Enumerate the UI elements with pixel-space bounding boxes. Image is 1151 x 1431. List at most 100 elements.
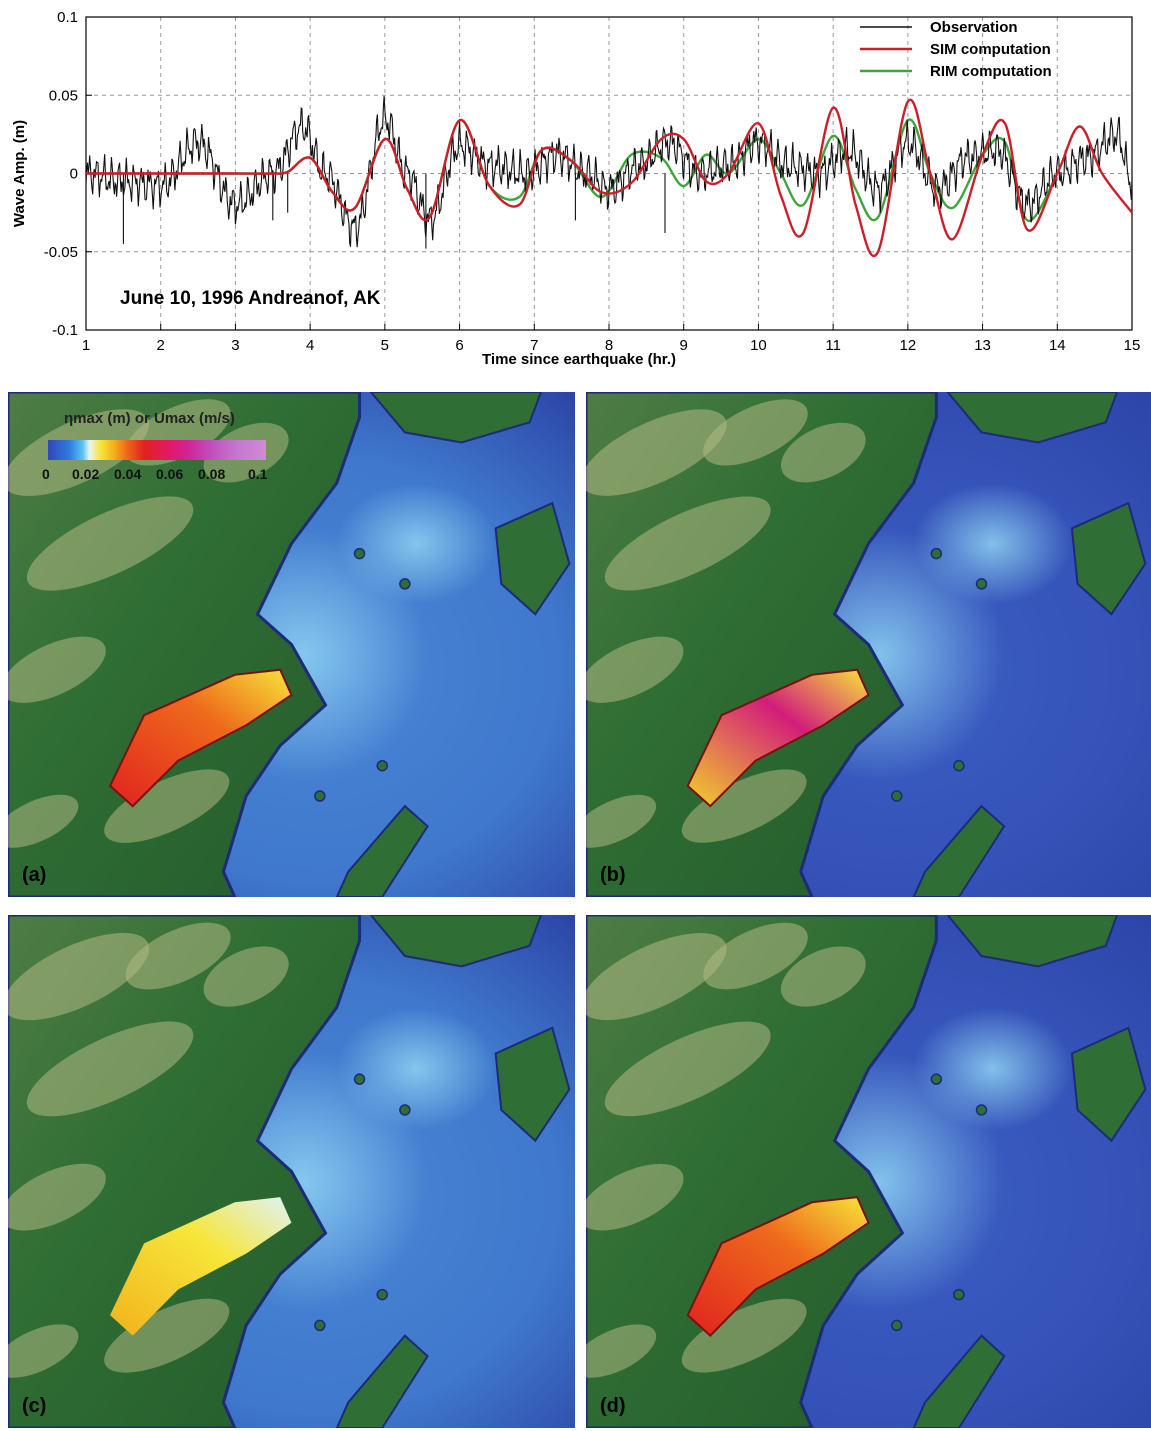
- mountain-relief: [8, 922, 289, 1378]
- south-island: [912, 804, 1006, 897]
- ridge-highlight: [203, 946, 289, 1007]
- map-panel-a: ηmax (m) or Umax (m/s) 0 0.02 0.04 0.06 …: [8, 392, 575, 897]
- x-tick-label: 14: [1049, 337, 1066, 354]
- colorbar-tick: 0: [42, 466, 50, 482]
- ridge-highlight: [104, 769, 230, 843]
- east-island: [494, 501, 571, 616]
- mountain-relief: [586, 399, 866, 848]
- colorbar-title: ηmax (m) or Umax (m/s): [64, 410, 235, 427]
- time-series-chart: 1 2 3 4 5 6 7 8 9 10 11 12 13 14 15 -0.1 -0.05 0 0.05 0.1 Ti…: [0, 0, 1151, 380]
- south-island: [335, 804, 429, 897]
- east-island: [1070, 1026, 1147, 1143]
- x-tick-label: 3: [231, 337, 239, 354]
- ridge-highlight: [104, 1298, 230, 1373]
- landmass-west: [8, 392, 362, 897]
- north-land: [946, 915, 1119, 968]
- islet: [399, 578, 411, 590]
- colorbar-tick: 0.08: [198, 466, 226, 482]
- map-panel-c: (c): [8, 915, 575, 1428]
- x-tick-label: 9: [680, 337, 688, 354]
- ridge-highlight: [703, 399, 808, 466]
- colorbar-tick: 0.1: [248, 466, 268, 482]
- y-tick-label: -0.05: [44, 244, 78, 261]
- colorbar-tick: 0.04: [114, 466, 142, 482]
- y-tick-label: -0.1: [52, 322, 78, 339]
- y-axis-label: Wave Amp. (m): [11, 120, 28, 227]
- islet: [314, 1319, 326, 1332]
- chart-svg: 1 2 3 4 5 6 7 8 9 10 11 12 13 14 15-0.1-0.0500.050.1Ti…: [11, 9, 1141, 368]
- islet: [891, 790, 903, 802]
- legend-label: Observation: [930, 19, 1018, 36]
- shallow-water: [336, 482, 496, 605]
- ridge-highlight: [26, 496, 194, 591]
- islet: [353, 547, 366, 560]
- islet: [930, 547, 943, 560]
- ridge-highlight: [8, 932, 150, 1021]
- ridge-highlight: [586, 636, 684, 703]
- ridge-highlight: [703, 922, 808, 990]
- map-c-graphic: [8, 915, 575, 1428]
- y-tick-label: 0.1: [57, 9, 78, 26]
- legend-label: RIM computation: [930, 63, 1052, 80]
- y-tick-label: 0.05: [49, 87, 78, 104]
- ridge-highlight: [681, 769, 807, 843]
- shallow-water: [913, 482, 1072, 605]
- colorbar-tick: 0.02: [72, 466, 100, 482]
- series-group: [86, 95, 1132, 258]
- ridge-highlight: [125, 922, 231, 990]
- x-tick-label: 7: [530, 337, 538, 354]
- islet: [975, 578, 988, 590]
- map-panel-b: (b): [586, 392, 1151, 897]
- series-line-sim: [86, 98, 1132, 258]
- shallow-water: [336, 1007, 496, 1131]
- islet: [953, 759, 965, 772]
- inundation-zone: [686, 1196, 870, 1338]
- shallow-water: [913, 1007, 1072, 1131]
- map-panel-d: (d): [586, 915, 1151, 1428]
- panel-label: (c): [22, 1395, 47, 1417]
- ridge-highlight: [8, 636, 106, 703]
- south-island: [335, 1334, 429, 1428]
- x-tick-label: 12: [900, 337, 917, 354]
- colorbar-tick: 0.06: [156, 466, 184, 482]
- x-tick-label: 13: [974, 337, 991, 354]
- panel-label: (d): [600, 1395, 626, 1417]
- north-land: [369, 915, 543, 968]
- islet: [376, 1288, 388, 1301]
- x-tick-label: 2: [157, 337, 165, 354]
- x-tick-label: 1: [82, 337, 90, 354]
- legend-label: SIM computation: [930, 41, 1051, 58]
- colorbar-gradient: [48, 440, 266, 460]
- x-tick-label: 8: [605, 337, 613, 354]
- y-tick-label: 0: [70, 166, 78, 183]
- ridge-highlight: [586, 1324, 657, 1378]
- landmass-west: [586, 392, 938, 897]
- islet: [353, 1073, 366, 1085]
- ridge-highlight: [604, 1021, 771, 1117]
- ridge-highlight: [8, 1163, 106, 1231]
- x-tick-label: 6: [455, 337, 463, 354]
- ridge-highlight: [586, 933, 727, 1021]
- islet: [376, 759, 388, 772]
- inundation-zone: [108, 668, 293, 808]
- mountain-relief: [586, 922, 866, 1378]
- east-island: [1070, 501, 1147, 616]
- ridge-highlight: [780, 422, 866, 483]
- east-island: [494, 1026, 571, 1143]
- inundation-zone: [686, 668, 870, 808]
- north-land: [946, 392, 1119, 444]
- panel-label: (a): [22, 864, 47, 886]
- x-tick-label: 5: [381, 337, 389, 354]
- north-land: [369, 392, 543, 444]
- landmass-west: [8, 915, 362, 1428]
- south-island: [912, 1334, 1006, 1428]
- x-tick-label: 11: [825, 337, 841, 354]
- series-line-observation: [86, 95, 1132, 249]
- ridge-highlight: [586, 794, 657, 848]
- inundation-zone: [110, 1197, 292, 1336]
- map-b-graphic: [586, 392, 1151, 897]
- islet: [891, 1319, 903, 1332]
- landmass-west: [586, 915, 938, 1428]
- islet: [975, 1104, 988, 1116]
- x-tick-label: 15: [1124, 337, 1141, 354]
